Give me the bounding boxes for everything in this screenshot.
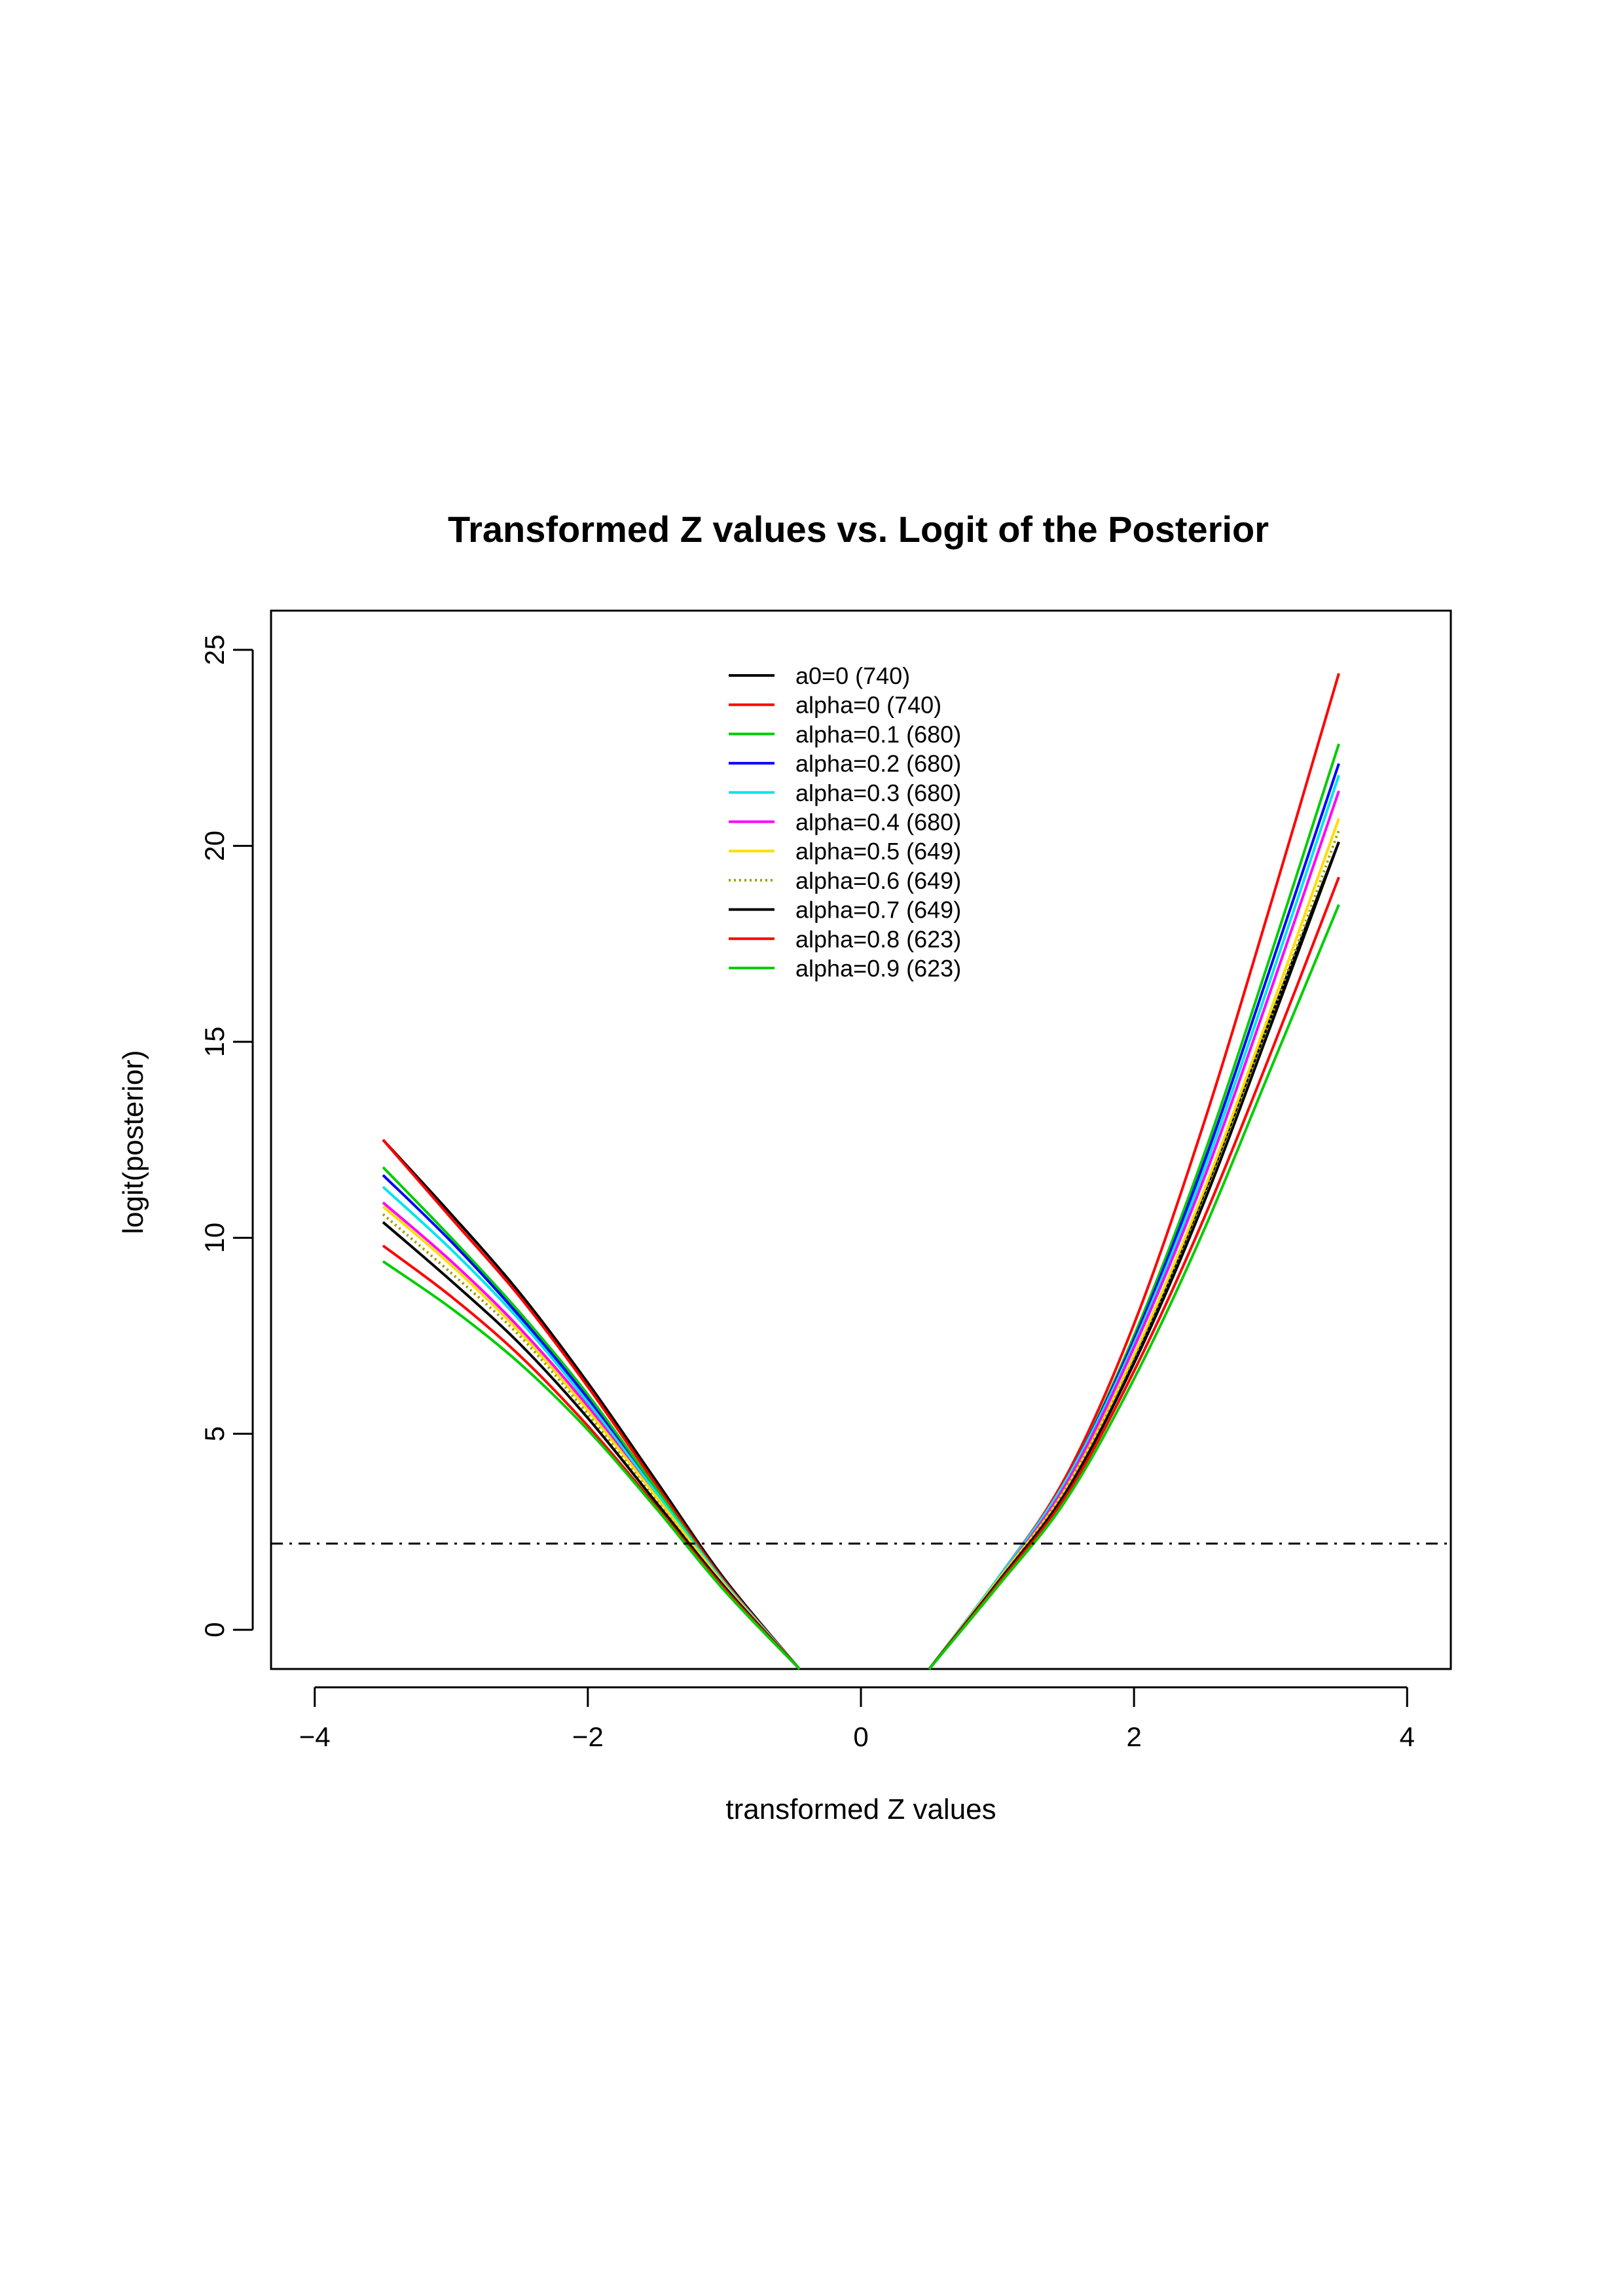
legend-label: alpha=0.3 (680): [795, 780, 961, 806]
series-4-right-curve: [928, 774, 1340, 1670]
series-10-left-curve: [382, 1260, 801, 1670]
x-tick-label: 0: [853, 1721, 868, 1752]
series-9-right-curve: [928, 876, 1340, 1670]
series-10-right-curve: [928, 904, 1340, 1670]
legend-label: a0=0 (740): [795, 662, 910, 689]
y-tick-label: 5: [199, 1426, 230, 1441]
y-tick-label: 25: [199, 635, 230, 666]
x-axis-label: transformed Z values: [725, 1793, 996, 1825]
x-tick-label: 2: [1126, 1721, 1141, 1752]
y-tick-label: 20: [199, 831, 230, 861]
legend: a0=0 (740) alpha=0 (740)alpha=0.1 (680) al…: [729, 662, 961, 982]
legend-label: alpha=0.9 (623): [795, 955, 961, 982]
series-3-right-curve: [928, 762, 1340, 1670]
series-7-right-curve: [928, 829, 1340, 1670]
legend-label: alpha=0.7 (649): [795, 897, 961, 924]
series-1-right-curve: [928, 673, 1340, 1670]
y-axis: 0 5 10 15 20 25: [199, 635, 254, 1638]
y-tick-label: 10: [199, 1223, 230, 1253]
x-tick-label: 4: [1400, 1721, 1415, 1752]
plot-frame: [270, 609, 1452, 1670]
series-0-right-curve: [928, 841, 1340, 1670]
y-axis-label: logit(posterior): [117, 1050, 149, 1234]
legend-label: alpha=0.2 (680): [795, 750, 961, 777]
legend-label: alpha=0.8 (623): [795, 925, 961, 952]
y-tick-label: 15: [199, 1026, 230, 1057]
y-tick-label: 0: [199, 1622, 230, 1637]
chart-title: Transformed Z values vs. Logit of the Po…: [448, 509, 1269, 550]
x-tick-label: −4: [299, 1721, 331, 1752]
x-tick-label: −2: [572, 1721, 604, 1752]
legend-label: alpha=0 (740): [795, 692, 941, 719]
series-layer: [382, 673, 1340, 1670]
legend-label: alpha=0.6 (649): [795, 867, 961, 894]
legend-label: alpha=0.5 (649): [795, 838, 961, 865]
legend-label: alpha=0.4 (680): [795, 809, 961, 836]
legend-label: alpha=0.1 (680): [795, 721, 961, 747]
series-5-right-curve: [928, 790, 1340, 1670]
series-8-right-curve: [928, 841, 1340, 1670]
x-axis: −4 −2 0 2 4: [299, 1686, 1415, 1752]
